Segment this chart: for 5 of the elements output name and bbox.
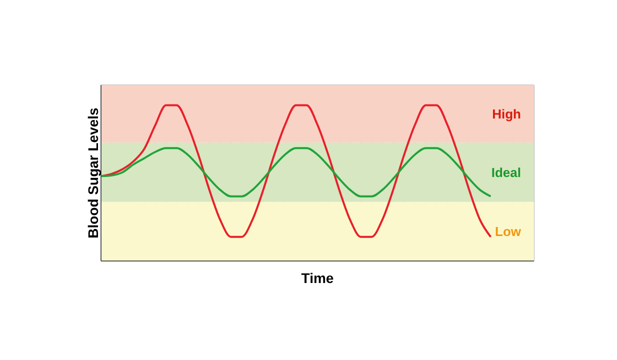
band-label: High xyxy=(492,106,522,122)
y-axis-title: Blood Sugar Levels xyxy=(84,107,101,238)
band-label: Ideal xyxy=(491,164,521,180)
x-axis-title: Time xyxy=(301,270,334,286)
band-label: Low xyxy=(495,224,522,240)
